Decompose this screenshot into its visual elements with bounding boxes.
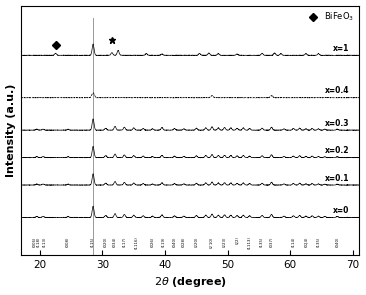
Text: x=0.3: x=0.3 (325, 119, 350, 128)
Text: (135): (135) (317, 236, 321, 247)
Text: x=0.4: x=0.4 (325, 86, 350, 95)
Text: (02̥4): (02̥4) (304, 236, 308, 247)
Text: x=0: x=0 (333, 206, 350, 215)
Text: (008): (008) (66, 236, 70, 247)
Text: (1113): (1113) (247, 236, 251, 249)
Text: x=1: x=1 (333, 44, 350, 53)
Text: (006)
(118): (006) (118) (33, 236, 41, 247)
Text: (113): (113) (43, 236, 47, 247)
Text: (026): (026) (150, 236, 154, 247)
Text: (119): (119) (162, 236, 166, 247)
Text: (040): (040) (335, 236, 339, 247)
Text: (114): (114) (291, 236, 295, 247)
Text: (040): (040) (172, 236, 176, 247)
Text: x=0.1: x=0.1 (325, 174, 350, 183)
Text: (1116): (1116) (135, 236, 139, 249)
Y-axis label: Intensity (a.u.): Intensity (a.u.) (5, 83, 16, 177)
Text: (117): (117) (122, 236, 126, 247)
Text: (2̥2): (2̥2) (235, 236, 239, 244)
X-axis label: $2\theta$ (degree): $2\theta$ (degree) (154, 276, 227, 289)
Text: (020): (020) (104, 236, 108, 247)
Text: (028): (028) (182, 236, 186, 247)
Text: (115): (115) (91, 236, 95, 247)
Text: (034): (034) (113, 236, 117, 247)
Text: (2′10): (2′10) (210, 236, 214, 248)
Text: (223): (223) (223, 236, 227, 247)
Text: (037): (037) (269, 236, 273, 247)
Legend: BiFeO$_3$: BiFeO$_3$ (304, 10, 355, 24)
Text: (135): (135) (260, 236, 264, 247)
Text: (220): (220) (194, 236, 198, 247)
Text: x=0.2: x=0.2 (325, 146, 350, 155)
